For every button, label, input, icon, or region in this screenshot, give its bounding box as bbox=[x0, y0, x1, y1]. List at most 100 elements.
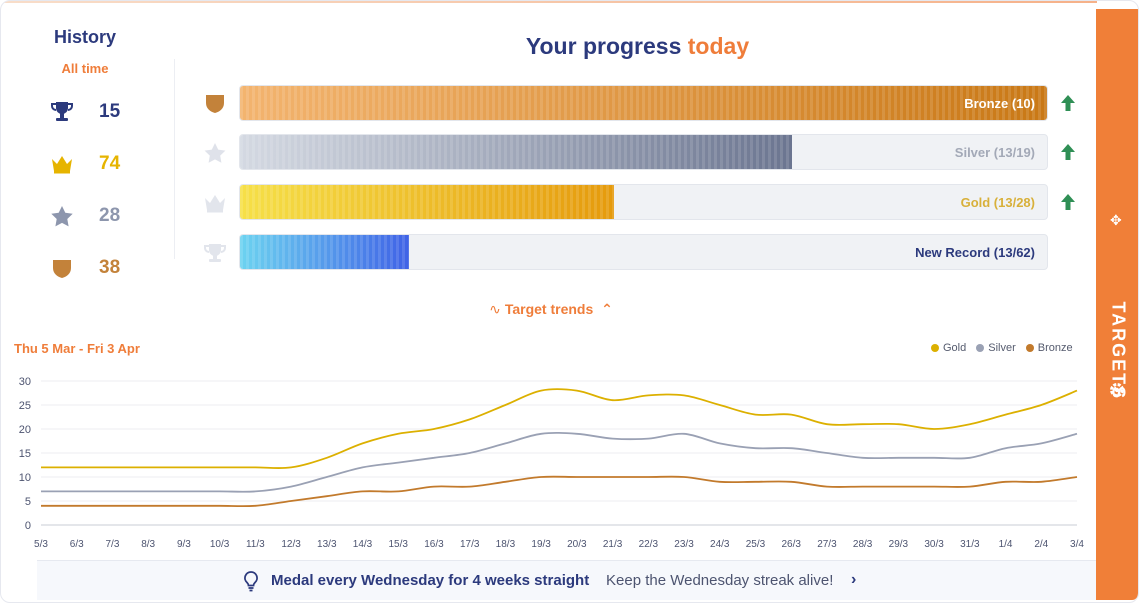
x-tick-label: 28/3 bbox=[853, 539, 873, 550]
arrow-up-icon bbox=[1061, 144, 1075, 160]
legend-label-bronze: Bronze bbox=[1037, 342, 1073, 354]
arrow-up-icon bbox=[1061, 194, 1075, 210]
x-tick-label: 3/4 bbox=[1070, 539, 1084, 550]
legend-item-bronze[interactable]: Bronze bbox=[1025, 342, 1073, 354]
x-tick-label: 7/3 bbox=[105, 539, 119, 550]
record-progress-track: New Record (13/62) bbox=[239, 234, 1048, 270]
shield-count: 38 bbox=[99, 257, 121, 278]
record-label: New Record (13/62) bbox=[915, 245, 1035, 260]
lightbulb-icon bbox=[244, 571, 258, 592]
x-tick-label: 14/3 bbox=[353, 539, 373, 550]
streak-banner[interactable]: Medal every Wednesday for 4 weeks straig… bbox=[37, 560, 1097, 600]
history-row-trophy: 15 bbox=[49, 97, 149, 127]
target-trends-toggle[interactable]: ∿ Target trends ⌃ bbox=[471, 301, 631, 318]
x-tick-label: 23/3 bbox=[674, 539, 694, 550]
gold-progress-track: Gold (13/28) bbox=[239, 184, 1048, 220]
series-line-silver bbox=[41, 431, 1078, 493]
gold-label: Gold (13/28) bbox=[960, 195, 1035, 210]
progress-title: Your progress today bbox=[175, 33, 1100, 60]
date-range: Thu 5 Mar - Fri 3 Apr bbox=[14, 341, 140, 356]
x-tick-label: 16/3 bbox=[424, 539, 444, 550]
x-tick-label: 5/3 bbox=[34, 539, 48, 550]
progress-row-silver[interactable]: Silver (13/19) bbox=[201, 134, 1081, 170]
x-tick-label: 27/3 bbox=[817, 539, 837, 550]
legend-label-gold: Gold bbox=[943, 342, 967, 354]
progress-row-gold[interactable]: Gold (13/28) bbox=[201, 184, 1081, 220]
chevron-right-icon: › bbox=[851, 571, 857, 588]
progress-row-bronze[interactable]: Bronze (10) bbox=[201, 85, 1081, 121]
progress-title-main: Your progress bbox=[525, 33, 682, 59]
y-tick-label: 10 bbox=[19, 472, 31, 484]
x-tick-label: 25/3 bbox=[746, 539, 766, 550]
legend-dot-gold bbox=[931, 344, 939, 352]
star-icon bbox=[204, 143, 226, 163]
silver-progress-fill bbox=[240, 135, 792, 169]
x-tick-label: 24/3 bbox=[710, 539, 730, 550]
star-icon bbox=[51, 206, 73, 227]
record-progress-fill bbox=[240, 235, 410, 269]
y-tick-label: 20 bbox=[19, 424, 31, 436]
x-tick-label: 10/3 bbox=[210, 539, 230, 550]
drag-handle-icon[interactable]: ✥ bbox=[1110, 212, 1122, 228]
legend-item-silver[interactable]: Silver bbox=[976, 342, 1016, 354]
legend-item-gold[interactable]: Gold bbox=[931, 342, 966, 354]
x-tick-label: 9/3 bbox=[177, 539, 191, 550]
crown-icon bbox=[205, 195, 225, 213]
x-tick-label: 6/3 bbox=[70, 539, 84, 550]
history-row-crown: 74 bbox=[49, 149, 149, 179]
trophy-icon bbox=[204, 244, 226, 262]
streak-title: Medal every Wednesday for 4 weeks straig… bbox=[271, 572, 590, 589]
crown-icon bbox=[52, 156, 72, 174]
legend-dot-bronze bbox=[1025, 344, 1034, 352]
series-line-gold bbox=[40, 388, 1078, 470]
progress-title-accent: today bbox=[687, 33, 750, 59]
bronze-progress-track: Bronze (10) bbox=[239, 85, 1048, 121]
x-tick-label: 8/3 bbox=[141, 539, 155, 550]
legend-dot-silver bbox=[976, 344, 985, 352]
shield-icon bbox=[206, 95, 224, 113]
y-tick-label: 0 bbox=[25, 520, 31, 532]
history-title: History bbox=[53, 27, 116, 47]
x-tick-label: 1/4 bbox=[999, 539, 1013, 550]
x-tick-label: 29/3 bbox=[889, 539, 909, 550]
targets-tab-label: TARGETS bbox=[1108, 301, 1129, 401]
bronze-progress-fill bbox=[240, 86, 1047, 120]
progress-row-record[interactable]: New Record (13/62) bbox=[201, 234, 1081, 270]
history-filter[interactable]: All time bbox=[61, 61, 109, 76]
crown-count: 74 bbox=[99, 153, 121, 174]
chevron-up-icon: ⌃ bbox=[601, 301, 613, 317]
pulse-icon: ∿ bbox=[489, 301, 501, 317]
y-tick-label: 25 bbox=[19, 400, 31, 412]
x-tick-label: 12/3 bbox=[281, 539, 301, 550]
x-tick-label: 26/3 bbox=[781, 539, 801, 550]
x-tick-label: 20/3 bbox=[567, 539, 587, 550]
history-row-shield: 38 bbox=[49, 253, 149, 283]
history-row-star: 28 bbox=[49, 201, 149, 231]
divider bbox=[174, 59, 175, 259]
bronze-label: Bronze (10) bbox=[964, 96, 1035, 111]
top-accent-line bbox=[1, 1, 1097, 3]
chart-legend: Gold Silver Bronze bbox=[931, 342, 1073, 354]
x-tick-label: 31/3 bbox=[960, 539, 980, 550]
arrow-up-icon bbox=[1061, 95, 1075, 111]
gear-icon[interactable] bbox=[1108, 381, 1126, 399]
gold-progress-fill bbox=[240, 185, 615, 219]
x-tick-label: 22/3 bbox=[639, 539, 659, 550]
x-tick-label: 21/3 bbox=[603, 539, 623, 550]
y-tick-label: 5 bbox=[25, 496, 31, 508]
shield-icon bbox=[53, 260, 71, 278]
star-count: 28 bbox=[99, 205, 121, 226]
x-tick-label: 30/3 bbox=[924, 539, 944, 550]
silver-label: Silver (13/19) bbox=[954, 145, 1035, 160]
x-tick-label: 11/3 bbox=[246, 539, 265, 550]
targets-tab[interactable]: ✥ TARGETS bbox=[1096, 9, 1138, 600]
trophy-icon bbox=[51, 102, 73, 121]
trend-chart: 0 5 10 15 20 25 30 5/3 6/3 7/3 8/3 9/3 10/3 11/3 12/3 1… bbox=[19, 376, 1085, 550]
series-line-bronze bbox=[41, 475, 1078, 508]
silver-progress-track: Silver (13/19) bbox=[239, 134, 1048, 170]
x-tick-label: 2/4 bbox=[1034, 539, 1048, 550]
trophy-count: 15 bbox=[99, 101, 121, 122]
streak-subtitle: Keep the Wednesday streak alive! bbox=[606, 572, 834, 589]
x-tick-label: 17/3 bbox=[460, 539, 480, 550]
